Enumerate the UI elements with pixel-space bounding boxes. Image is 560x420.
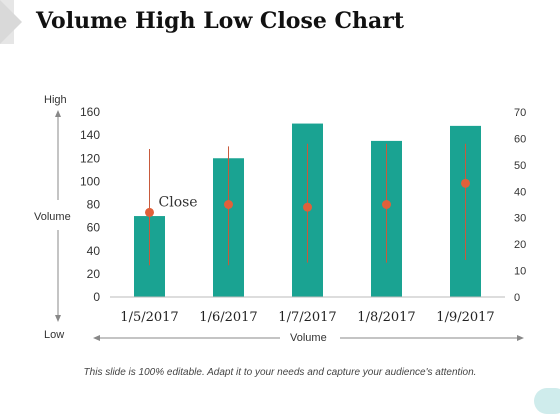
y-left-tick-label: 80 [87,198,101,212]
y-left-tick-label: 120 [80,151,100,165]
y-left-tick-label: 60 [87,221,101,235]
y-right-tick-label: 20 [514,239,526,251]
high-label: High [44,94,67,106]
y-left-tick-label: 20 [87,267,101,281]
x-tick-label: 1/9/2017 [436,310,494,325]
volume-arrow-head-left [93,335,100,341]
close-marker [224,200,233,209]
volume-axis-label: Volume [34,211,71,223]
x-tick-label: 1/7/2017 [278,310,336,325]
close-marker [461,178,470,188]
corner-arrow-decoration [0,0,22,44]
y-left-tick-label: 0 [93,290,100,304]
page-title: Volume High Low Close Chart [36,8,405,34]
y-right-tick-label: 40 [514,186,526,198]
y-right-tick-label: 0 [514,292,520,304]
close-annotation-label: Close [159,194,198,210]
y-right-tick-label: 70 [514,107,526,119]
footnote: This slide is 100% editable. Adapt it to… [83,367,477,378]
volume-bottom-label: Volume [290,332,327,344]
y-right-tick-label: 60 [514,133,526,145]
corner-blob-decoration [534,388,560,414]
y-right-tick-label: 30 [514,213,526,225]
y-left-tick-label: 100 [80,174,100,188]
y-right-tick-label: 50 [514,160,526,172]
close-marker [382,200,391,209]
y-left-tick-label: 160 [80,105,100,119]
y-right-tick-label: 10 [514,266,526,278]
close-marker [145,207,154,217]
x-tick-label: 1/6/2017 [199,310,257,325]
close-marker [303,202,312,212]
high-arrow-head [55,110,61,117]
x-tick-label: 1/5/2017 [120,310,178,325]
x-tick-label: 1/8/2017 [357,310,415,325]
low-arrow-head [55,315,61,322]
y-left-tick-label: 40 [87,244,101,258]
low-label: Low [44,329,65,341]
volume-arrow-head-right [517,335,524,341]
y-left-tick-label: 140 [80,128,100,142]
